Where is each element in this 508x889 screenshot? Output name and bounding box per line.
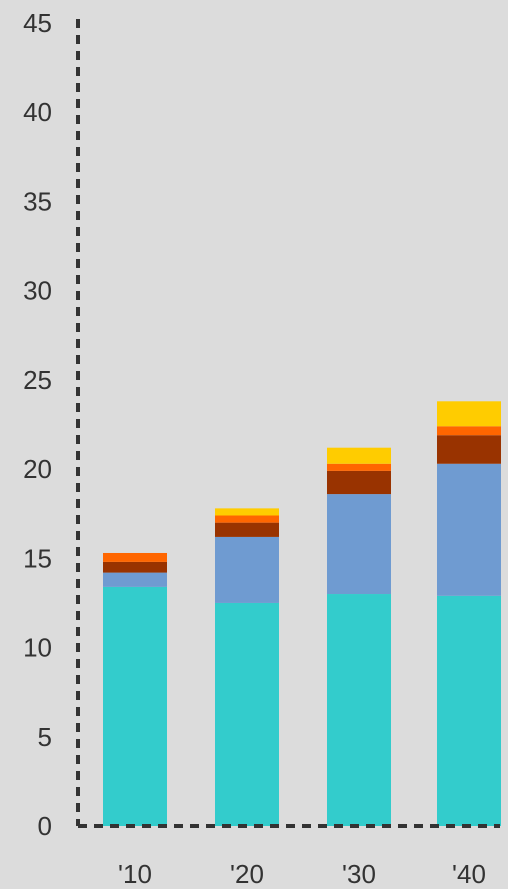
- bar-segment-2-2: [215, 536, 279, 603]
- x-tick-label: '20: [230, 859, 264, 889]
- bar-segment-3-3: [327, 470, 391, 495]
- y-tick-label: 30: [23, 276, 52, 306]
- bar-segment-1-4: [103, 552, 167, 562]
- bar-segment-1-3: [103, 561, 167, 573]
- y-tick-label: 0: [38, 811, 52, 841]
- y-tick-label: 25: [23, 365, 52, 395]
- bar-segment-4-1: [437, 595, 501, 826]
- y-tick-label: 35: [23, 186, 52, 216]
- y-tick-label: 20: [23, 454, 52, 484]
- bar-segment-4-4: [437, 426, 501, 436]
- bar-segment-3-5: [327, 447, 391, 464]
- x-tick-labels: '10 '20 '30 '40: [118, 859, 486, 889]
- bar-segment-1-2: [103, 572, 167, 587]
- bar-segment-2-5: [215, 508, 279, 516]
- bar-segment-2-1: [215, 602, 279, 826]
- bar-segment-3-4: [327, 463, 391, 471]
- x-tick-label: '30: [342, 859, 376, 889]
- bar-segment-4-2: [437, 463, 501, 596]
- bar-segment-3-2: [327, 494, 391, 595]
- bar-segment-4-5: [437, 401, 501, 427]
- y-tick-label: 15: [23, 543, 52, 573]
- bar-segment-2-4: [215, 515, 279, 523]
- bar-segment-3-1: [327, 594, 391, 826]
- bars-group: [103, 401, 501, 826]
- y-tick-labels: 0 5 10 15 20 25 30 35 40 45: [23, 8, 52, 841]
- x-tick-label: '40: [452, 859, 486, 889]
- bar-segment-4-3: [437, 435, 501, 464]
- x-tick-label: '10: [118, 859, 152, 889]
- y-tick-label: 40: [23, 97, 52, 127]
- y-tick-label: 5: [38, 722, 52, 752]
- bar-segment-1-1: [103, 586, 167, 826]
- y-tick-label: 10: [23, 633, 52, 663]
- y-tick-label: 45: [23, 8, 52, 38]
- bar-segment-2-3: [215, 522, 279, 537]
